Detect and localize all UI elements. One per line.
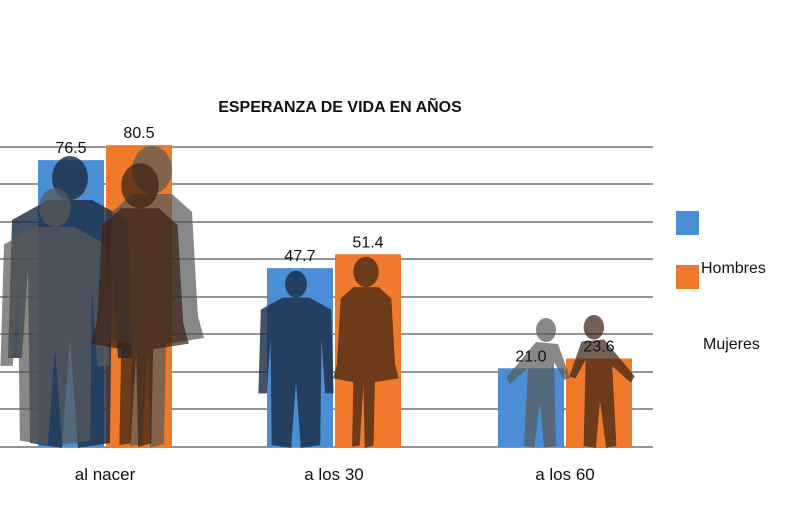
man-silhouette-30-icon [258, 270, 334, 448]
value-label: 76.5 [55, 140, 86, 157]
legend-swatch-hombres [676, 211, 699, 235]
legend-label-mujeres: Mujeres [703, 336, 760, 353]
value-label: 21.0 [515, 348, 546, 365]
woman-silhouette-30-icon [333, 256, 399, 448]
silhouettes [0, 146, 635, 448]
value-label: 23.6 [583, 339, 614, 356]
category-label: a los 30 [304, 465, 364, 484]
category-labels: al nacer a los 30 a los 60 [75, 465, 595, 484]
legend: Hombres Mujeres [676, 211, 766, 353]
elderly-woman-silhouette-icon [569, 315, 635, 448]
legend-swatch-mujeres [676, 265, 699, 289]
value-label: 47.7 [284, 248, 315, 265]
legend-label-hombres: Hombres [701, 260, 766, 277]
category-label: al nacer [75, 465, 136, 484]
category-label: a los 60 [535, 465, 595, 484]
woman-silhouette-icon [91, 163, 189, 447]
value-label: 80.5 [123, 125, 154, 142]
chart-title: ESPERANZA DE VIDA EN AÑOS [218, 96, 462, 116]
value-labels: 76.5 80.5 47.7 51.4 21.0 23.6 [55, 125, 614, 365]
man-shadow-icon [0, 188, 110, 445]
elderly-man-silhouette-icon [506, 318, 570, 448]
value-label: 51.4 [352, 234, 383, 251]
